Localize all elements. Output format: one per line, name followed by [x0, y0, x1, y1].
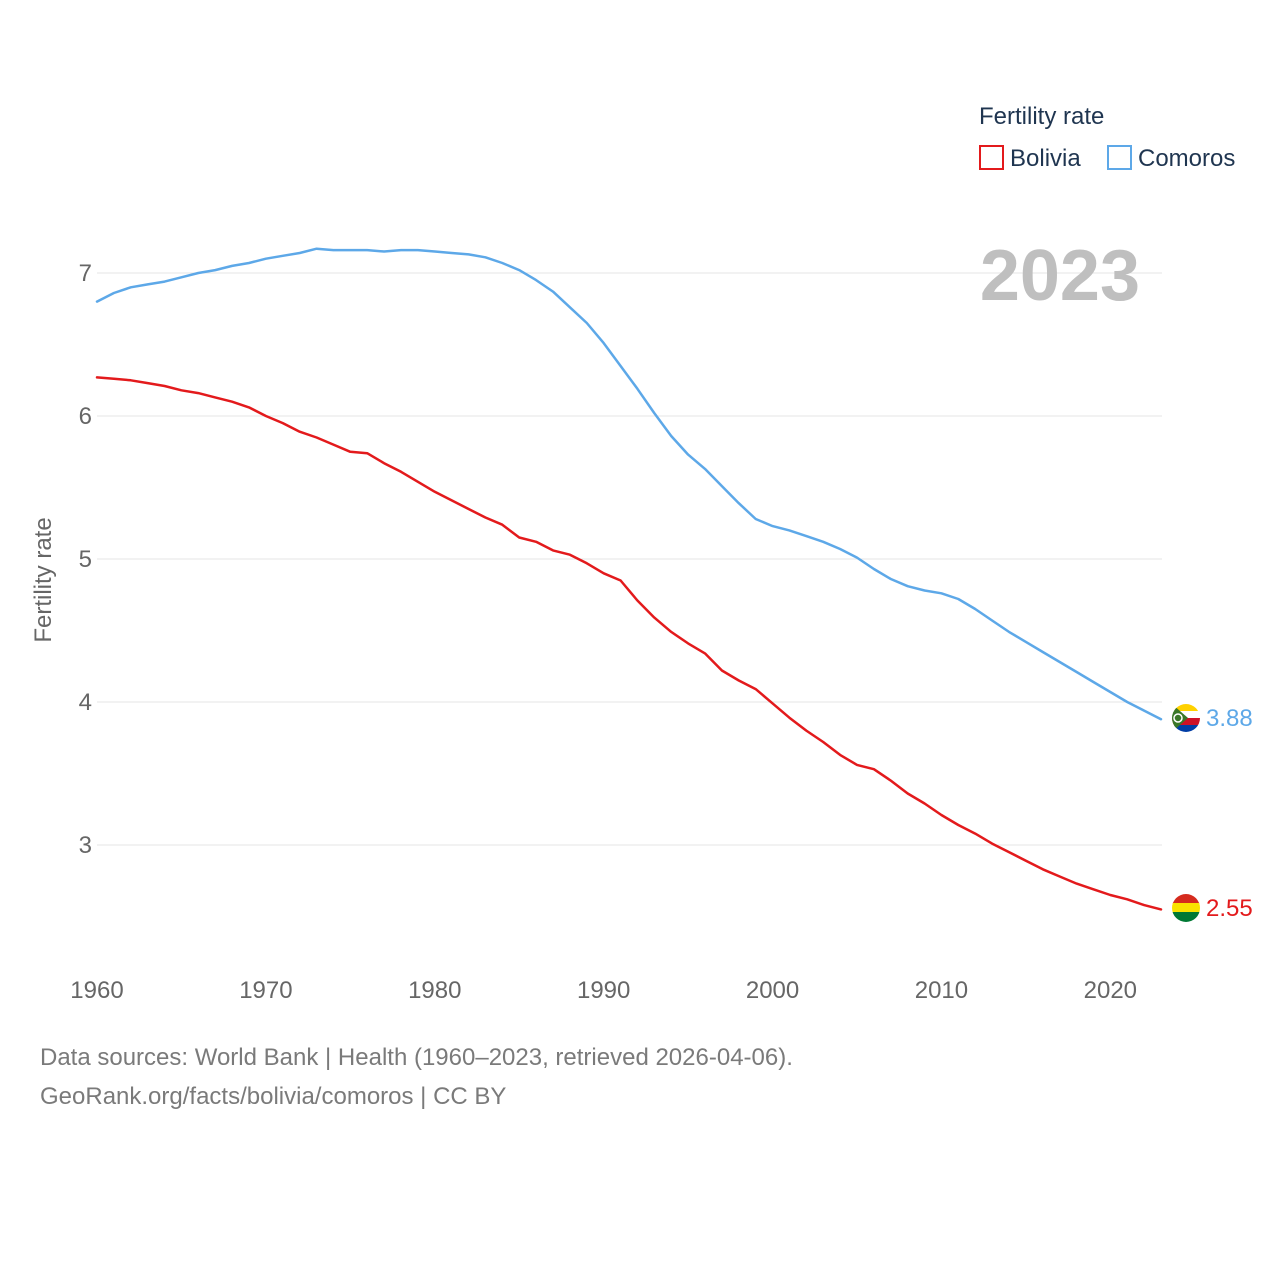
grid [97, 272, 1162, 846]
legend-swatch-comoros[interactable] [1107, 145, 1132, 170]
y-tick-label: 5 [79, 546, 92, 573]
end-label-comoros: 3.88 [1206, 705, 1253, 732]
y-tick-label: 4 [79, 689, 92, 716]
end-label-bolivia: 2.55 [1206, 895, 1253, 922]
y-tick-label: 6 [79, 403, 92, 430]
legend-swatch-bolivia[interactable] [979, 145, 1004, 170]
y-tick-label: 7 [79, 260, 92, 287]
y-axis-ticks: 3 4 5 6 7 [79, 260, 92, 859]
footer-credit: GeoRank.org/facts/bolivia/comoros | CC B… [40, 1083, 507, 1110]
legend-label-bolivia[interactable]: Bolivia [1010, 145, 1081, 172]
x-tick-label: 2000 [746, 977, 799, 1004]
year-label: 2023 [980, 236, 1140, 316]
series-layer [95, 247, 1163, 911]
series-line-comoros[interactable] [95, 247, 1163, 721]
legend: Fertility rate Bolivia Comoros [979, 103, 1235, 172]
x-tick-label: 1970 [239, 977, 292, 1004]
x-tick-label: 2010 [915, 977, 968, 1004]
y-tick-label: 3 [79, 832, 92, 859]
series-line-bolivia[interactable] [95, 376, 1163, 911]
x-tick-label: 2020 [1084, 977, 1137, 1004]
x-tick-label: 1990 [577, 977, 630, 1004]
footer-source: Data sources: World Bank | Health (1960–… [40, 1044, 793, 1071]
bolivia-flag-icon [1172, 894, 1200, 922]
y-axis-title: Fertility rate [30, 517, 57, 642]
legend-title: Fertility rate [979, 103, 1104, 130]
x-tick-label: 1980 [408, 977, 461, 1004]
comoros-flag-icon [1172, 704, 1200, 732]
x-tick-label: 1960 [70, 977, 123, 1004]
x-axis-ticks: 1960 1970 1980 1990 2000 2010 2020 [70, 977, 1137, 1004]
legend-label-comoros[interactable]: Comoros [1138, 145, 1235, 172]
